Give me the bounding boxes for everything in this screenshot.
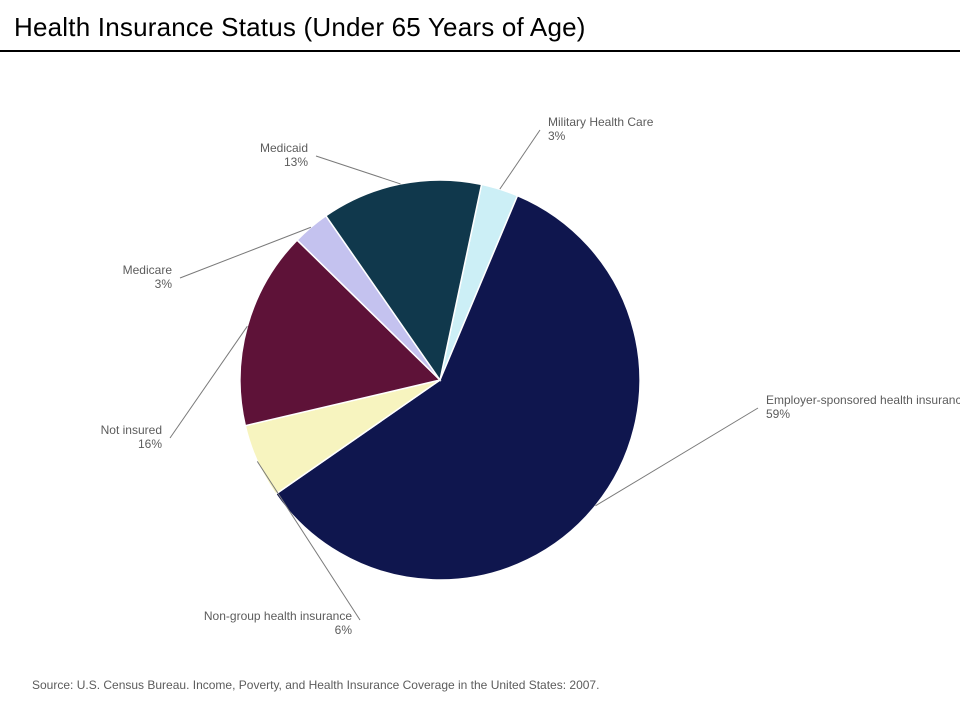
slice-percent: 16% <box>138 437 162 451</box>
source-caption: Source: U.S. Census Bureau. Income, Pove… <box>32 678 599 692</box>
slice-label: Medicare <box>123 263 173 277</box>
slice-label: Not insured <box>101 423 162 437</box>
leader-line <box>316 156 400 184</box>
leader-line <box>500 130 540 189</box>
title-underline <box>0 50 960 52</box>
leader-line <box>170 326 247 438</box>
slice-percent: 59% <box>766 407 790 421</box>
pie-chart: Military Health Care3%Employer-sponsored… <box>0 60 960 660</box>
slice-label: Medicaid <box>260 141 308 155</box>
slice-percent: 3% <box>548 129 566 143</box>
slice-label: Non-group health insurance <box>204 609 352 623</box>
slice-label: Employer-sponsored health insurance <box>766 393 960 407</box>
slice-percent: 6% <box>335 623 353 637</box>
slice-label: Military Health Care <box>548 115 654 129</box>
slice-percent: 3% <box>155 277 173 291</box>
chart-title: Health Insurance Status (Under 65 Years … <box>14 12 586 43</box>
slice-percent: 13% <box>284 155 308 169</box>
